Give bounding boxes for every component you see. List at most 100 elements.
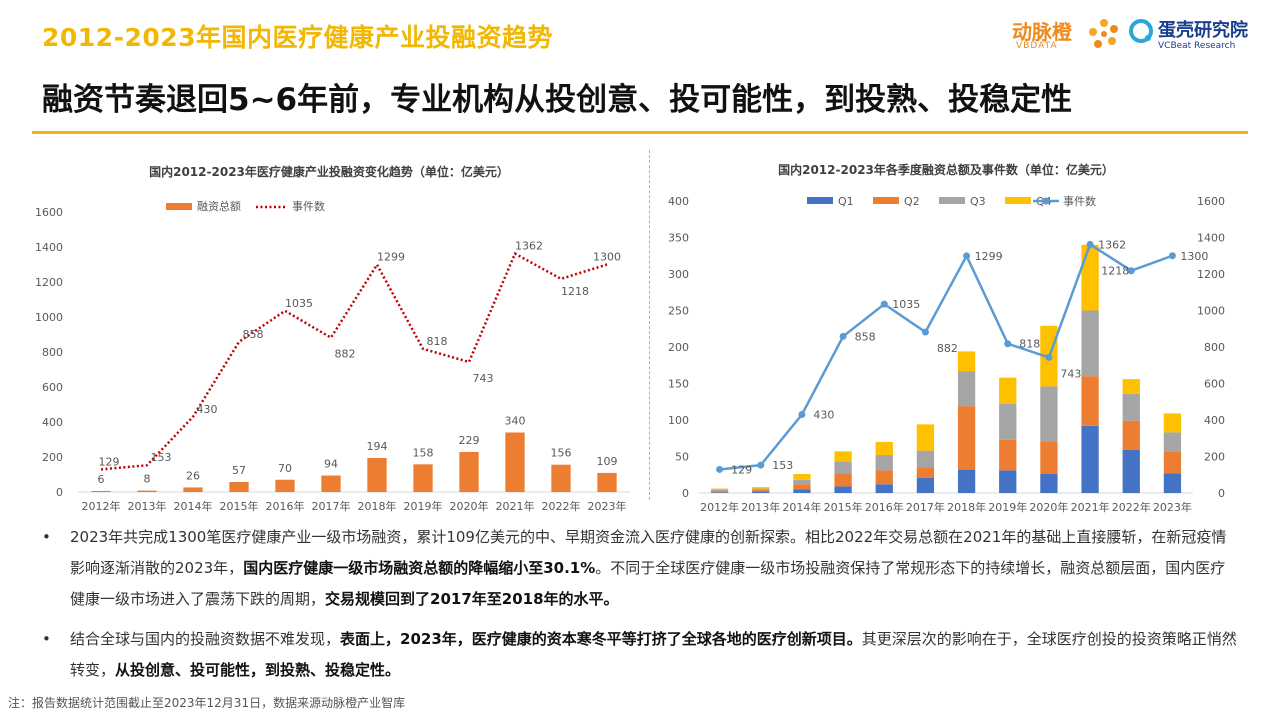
data-label-count: 1218 xyxy=(561,285,589,298)
data-label-amount: 70 xyxy=(278,462,292,475)
data-label-amount: 156 xyxy=(551,447,572,460)
bar-q1 xyxy=(1081,425,1099,493)
legend-label-count: 事件数 xyxy=(292,200,325,213)
y-right-tick-label: 0 xyxy=(1218,487,1225,500)
bar-q1 xyxy=(916,477,935,493)
x-tick-label: 2013年 xyxy=(741,500,780,514)
bar-q4 xyxy=(1163,413,1182,433)
legend-marker-count xyxy=(1042,197,1050,205)
y-tick-label: 400 xyxy=(42,416,63,429)
y-tick-label: 800 xyxy=(42,346,63,359)
bar-q2 xyxy=(1081,376,1099,426)
data-label-count: 153 xyxy=(151,451,172,464)
x-tick-label: 2021年 xyxy=(496,499,535,513)
y-left-tick-label: 300 xyxy=(668,268,689,281)
dongmaicheng-logo-subtext: VBDATA xyxy=(1016,41,1058,51)
data-label-count: 1218 xyxy=(1101,265,1129,278)
chart-title: 国内2012-2023年医疗健康产业投融资变化趋势（单位：亿美元） xyxy=(149,164,509,179)
bullet-dot: • xyxy=(42,630,51,648)
data-label-count: 1300 xyxy=(593,251,621,264)
x-tick-label: 2023年 xyxy=(588,499,627,513)
x-tick-label: 2022年 xyxy=(542,499,581,513)
bar-q1 xyxy=(875,484,893,493)
bar-amount xyxy=(91,490,111,492)
bar-q1 xyxy=(1163,473,1182,493)
bar-q4 xyxy=(752,487,770,489)
data-label-amount: 194 xyxy=(367,440,388,453)
data-label-count: 818 xyxy=(427,335,448,348)
point-event-count xyxy=(1045,353,1053,361)
bar-q2 xyxy=(957,406,976,470)
data-label-amount: 340 xyxy=(505,415,526,428)
bar-amount xyxy=(459,451,479,492)
data-label-count: 129 xyxy=(99,455,120,468)
x-tick-label: 2013年 xyxy=(128,499,167,513)
summary-bullets: • 2023年共完成1300笔医疗健康产业一级市场融资，累计109亿美元的中、早… xyxy=(40,522,1240,686)
bar-q3 xyxy=(999,403,1017,440)
bullet-text-run: 结合全球与国内的投融资数据不难发现， xyxy=(70,630,341,648)
y-tick-label: 600 xyxy=(42,381,63,394)
bar-q2 xyxy=(1122,420,1140,450)
legend-label-q2: Q2 xyxy=(904,195,920,208)
x-tick-label: 2021年 xyxy=(1071,500,1110,514)
data-label-count: 818 xyxy=(1019,338,1040,351)
point-event-count xyxy=(1127,267,1135,275)
bar-q1 xyxy=(834,486,852,493)
data-label-amount: 229 xyxy=(459,434,480,447)
point-event-count xyxy=(880,300,888,308)
data-label-count: 882 xyxy=(335,348,356,361)
point-event-count xyxy=(1086,240,1094,248)
x-tick-label: 2023年 xyxy=(1153,500,1192,514)
data-label-count: 743 xyxy=(1060,367,1081,380)
point-event-count xyxy=(963,252,971,260)
vcbeat-egg-icon xyxy=(1129,19,1153,43)
bar-amount xyxy=(505,432,525,492)
bar-q1 xyxy=(999,470,1017,493)
bar-q2 xyxy=(752,490,770,492)
bar-q4 xyxy=(710,488,729,490)
bar-q3 xyxy=(752,488,770,491)
legend-label-q1: Q1 xyxy=(838,195,854,208)
y-right-tick-label: 1600 xyxy=(1197,195,1225,208)
x-tick-label: 2016年 xyxy=(865,500,904,514)
data-label-count: 858 xyxy=(243,328,264,341)
bar-amount xyxy=(183,487,203,492)
line-event-count xyxy=(100,251,608,471)
y-tick-label: 1000 xyxy=(35,311,63,324)
data-label-count: 1035 xyxy=(285,297,313,310)
bar-q1 xyxy=(793,489,811,493)
x-tick-label: 2012年 xyxy=(82,499,121,513)
x-tick-label: 2020年 xyxy=(1029,500,1068,514)
data-label-count: 882 xyxy=(937,342,958,355)
point-event-count xyxy=(1168,252,1176,260)
y-tick-label: 1600 xyxy=(35,206,63,219)
bar-q3 xyxy=(834,461,852,475)
vcbeat-logo-subtext: VCBeat Research xyxy=(1158,41,1236,51)
bar-q3 xyxy=(1122,393,1140,421)
x-tick-label: 2019年 xyxy=(988,500,1027,514)
bar-q3 xyxy=(916,450,935,468)
y-left-tick-label: 50 xyxy=(675,451,689,464)
bullet-bold-run: 国内医疗健康一级市场融资总额的降幅缩小至30.1% xyxy=(243,559,596,577)
data-label-count: 1299 xyxy=(975,250,1003,263)
y-left-tick-label: 0 xyxy=(682,487,689,500)
bar-q1 xyxy=(1122,449,1140,493)
chart-title: 国内2012-2023年各季度融资总额及事件数（单位：亿美元） xyxy=(778,162,1114,177)
bar-q3 xyxy=(1081,310,1099,377)
x-tick-label: 2014年 xyxy=(782,500,821,514)
bar-amount xyxy=(597,472,617,492)
x-tick-label: 2018年 xyxy=(358,499,397,513)
bar-q3 xyxy=(710,489,729,491)
x-tick-label: 2017年 xyxy=(906,500,945,514)
legend-label-count: 事件数 xyxy=(1063,195,1096,208)
super-title: 2012-2023年国内医疗健康产业投融资趋势 xyxy=(42,23,554,52)
legend-swatch-q3 xyxy=(939,197,965,204)
chart-quarterly-svg: 国内2012-2023年各季度融资总额及事件数（单位：亿美元）Q1Q2Q3Q4事… xyxy=(668,162,1225,514)
legend-swatch-q4 xyxy=(1005,197,1031,204)
orange-flower-icon xyxy=(1089,19,1118,48)
bar-q4 xyxy=(999,377,1017,404)
headline: 融资节奏退回5~6年前，专业机构从投创意、投可能性，到投熟、投稳定性 xyxy=(42,82,1073,118)
point-event-count xyxy=(757,461,765,469)
footnote: 注：报告数据统计范围截止至2023年12月31日，数据来源动脉橙产业智库 xyxy=(8,696,406,710)
dongmaicheng-logo-text: 动脉橙 xyxy=(1012,20,1072,44)
